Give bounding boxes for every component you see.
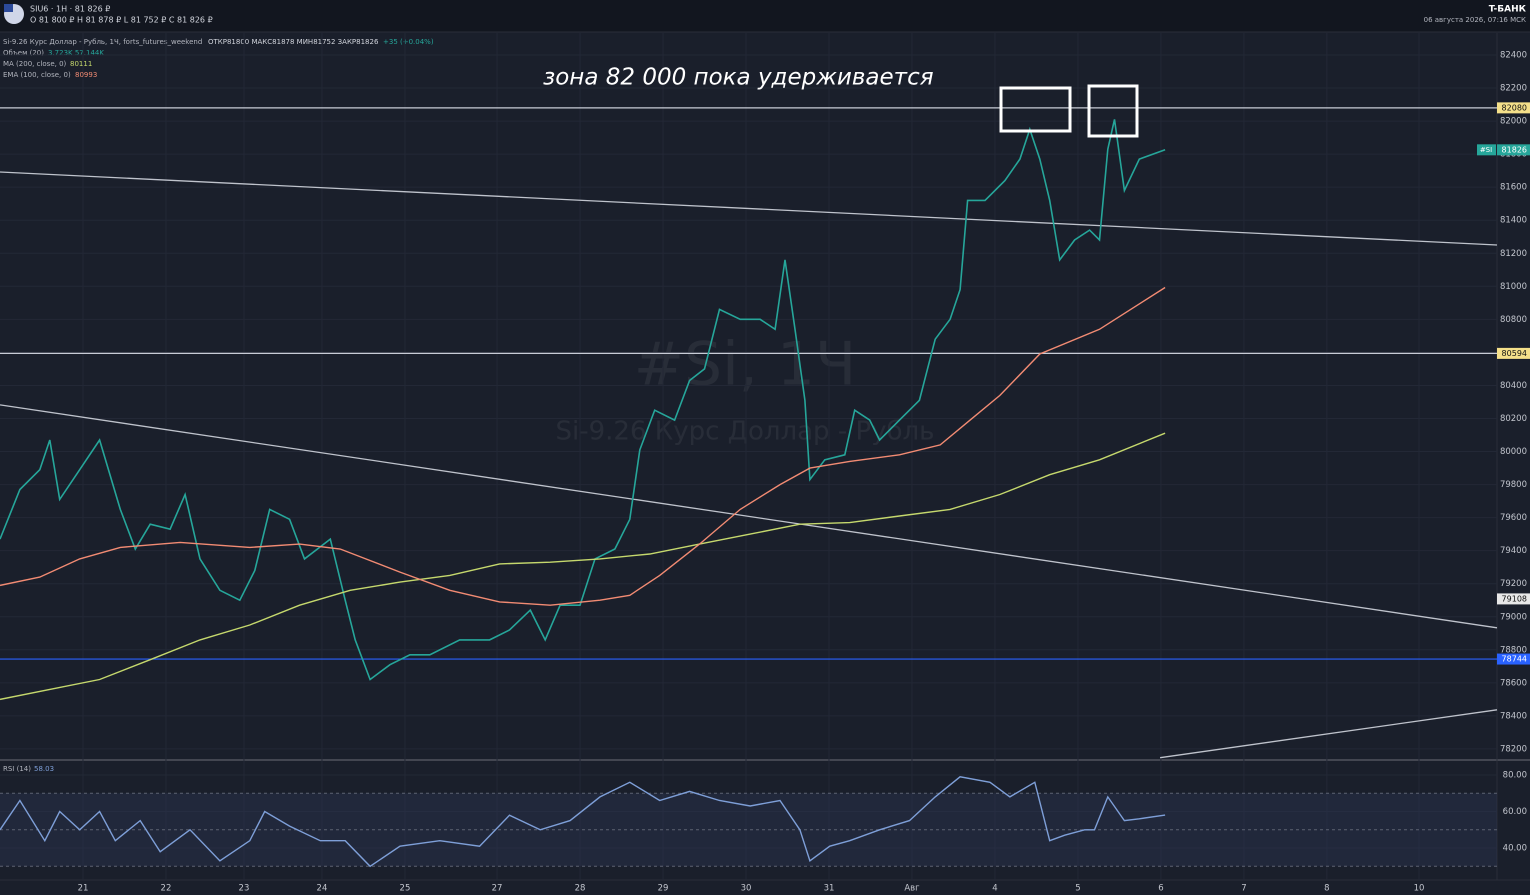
trendline xyxy=(0,404,1498,629)
y-tick-label: 79400 xyxy=(1500,546,1527,556)
x-tick-label: 30 xyxy=(741,884,752,894)
y-tick-label: 79800 xyxy=(1500,480,1527,490)
symbol: SIU6 · 1H · 81 826 ₽ xyxy=(30,5,110,14)
watermark-description: Si-9.26 Курс Доллар - Рубль xyxy=(555,417,934,447)
level-tag-label: 82080 xyxy=(1502,103,1527,112)
y-tick-label: 80200 xyxy=(1500,414,1527,424)
legend-instrument: Si-9.26 Курс Доллар - Рубль, 1Ч, forts_f… xyxy=(3,38,202,46)
y-tick-label: 79000 xyxy=(1500,612,1527,622)
x-tick-label: 23 xyxy=(239,884,250,894)
y-tick-label: 40.00 xyxy=(1503,844,1527,854)
x-tick-label: 25 xyxy=(400,884,411,894)
brand: T-БАНК xyxy=(1489,5,1527,15)
level-tag xyxy=(1497,593,1530,605)
y-tick-label: 81400 xyxy=(1500,216,1527,226)
y-tick-label: 79200 xyxy=(1500,579,1527,589)
level-tag xyxy=(1497,347,1530,359)
x-tick-label: 22 xyxy=(161,884,172,894)
price-tag-box xyxy=(1497,144,1530,156)
x-tick-label: 7 xyxy=(1241,884,1246,894)
y-tick-label: 81000 xyxy=(1500,282,1527,292)
x-tick-label: 24 xyxy=(317,884,328,894)
flag-canton xyxy=(4,4,13,12)
legend-value: 80993 xyxy=(75,71,97,79)
legend-name: MA (200, close, 0) xyxy=(3,60,67,68)
y-tick-label: 82000 xyxy=(1500,117,1527,127)
x-tick-label: 4 xyxy=(992,884,997,894)
level-tag-label: 79108 xyxy=(1502,594,1527,603)
y-tick-label: 60.00 xyxy=(1503,807,1527,817)
highlight-box xyxy=(999,86,1072,133)
x-tick-label: 6 xyxy=(1158,884,1163,894)
series-line xyxy=(0,119,1166,681)
y-tick-label: 80000 xyxy=(1500,447,1527,457)
x-tick-label: 28 xyxy=(575,884,586,894)
price-tag-label: 81826 xyxy=(1502,145,1527,154)
y-tick-label: 79600 xyxy=(1500,513,1527,523)
y-tick-label: 80.00 xyxy=(1503,770,1527,780)
legend-volume-values: 3.723K 57.144K xyxy=(48,49,104,57)
legend-name: EMA (100, close, 0) xyxy=(3,71,71,79)
y-tick-label: 81600 xyxy=(1500,183,1527,193)
ohlc: O 81 800 ₽ H 81 878 ₽ L 81 752 ₽ C 81 82… xyxy=(30,16,213,25)
highlight-box xyxy=(1087,84,1139,138)
plot-area: 78200 78400 78600 78800 79000 79200 79400 79600… xyxy=(0,33,1530,894)
y-tick-label: 80400 xyxy=(1500,381,1527,391)
header-bar xyxy=(0,0,1530,32)
level-tag xyxy=(1497,102,1530,114)
y-tick-label: 78400 xyxy=(1500,711,1527,721)
annotation: зона 82 000 пока удерживается xyxy=(543,65,934,91)
datetime: 06 августа 2026, 07:16 МСК xyxy=(1424,16,1526,24)
symbol-tag-box xyxy=(1477,144,1496,156)
x-tick-label: 5 xyxy=(1075,884,1080,894)
rsi-legend-value: 58.03 xyxy=(34,765,54,773)
level-tag-label: 78744 xyxy=(1502,655,1527,664)
y-tick-label: 78600 xyxy=(1500,678,1527,688)
series-line xyxy=(0,776,1166,868)
series-line xyxy=(0,286,1166,606)
x-tick-label: 8 xyxy=(1324,884,1329,894)
trendline xyxy=(0,171,1498,246)
legend-change: +35 (+0.04%) xyxy=(383,38,434,46)
level-tag xyxy=(1497,653,1530,665)
y-tick-label: 78200 xyxy=(1500,744,1527,754)
x-tick-label: 21 xyxy=(78,884,89,894)
rsi-legend-name: RSI (14) xyxy=(3,765,31,773)
rsi-pane xyxy=(0,762,1497,880)
x-tick-label: 27 xyxy=(492,884,503,894)
y-tick-label: 82400 xyxy=(1500,50,1527,60)
trendline xyxy=(1160,709,1498,759)
symbol-tag-label: #SI xyxy=(1480,146,1492,154)
x-tick-label: 31 xyxy=(824,884,835,894)
y-tick-label: 81200 xyxy=(1500,249,1527,259)
x-tick-label: 10 xyxy=(1414,884,1425,894)
legend-value: 80111 xyxy=(70,60,92,68)
x-tick-label: Авг xyxy=(904,884,920,894)
level-tag-label: 80594 xyxy=(1502,349,1527,358)
legend-volume: Объем (20) xyxy=(3,49,44,57)
y-tick-label: 80800 xyxy=(1500,315,1527,325)
watermark-symbol: #Si, 1Ч xyxy=(634,330,856,400)
y-tick-label: 78800 xyxy=(1500,645,1527,655)
legend-ohlc: ОТКР81800 МАКС81878 МИН81752 ЗАКР81826 xyxy=(208,38,379,46)
y-tick-label: 82200 xyxy=(1500,84,1527,94)
series-line xyxy=(0,432,1166,701)
x-tick-label: 29 xyxy=(658,884,669,894)
